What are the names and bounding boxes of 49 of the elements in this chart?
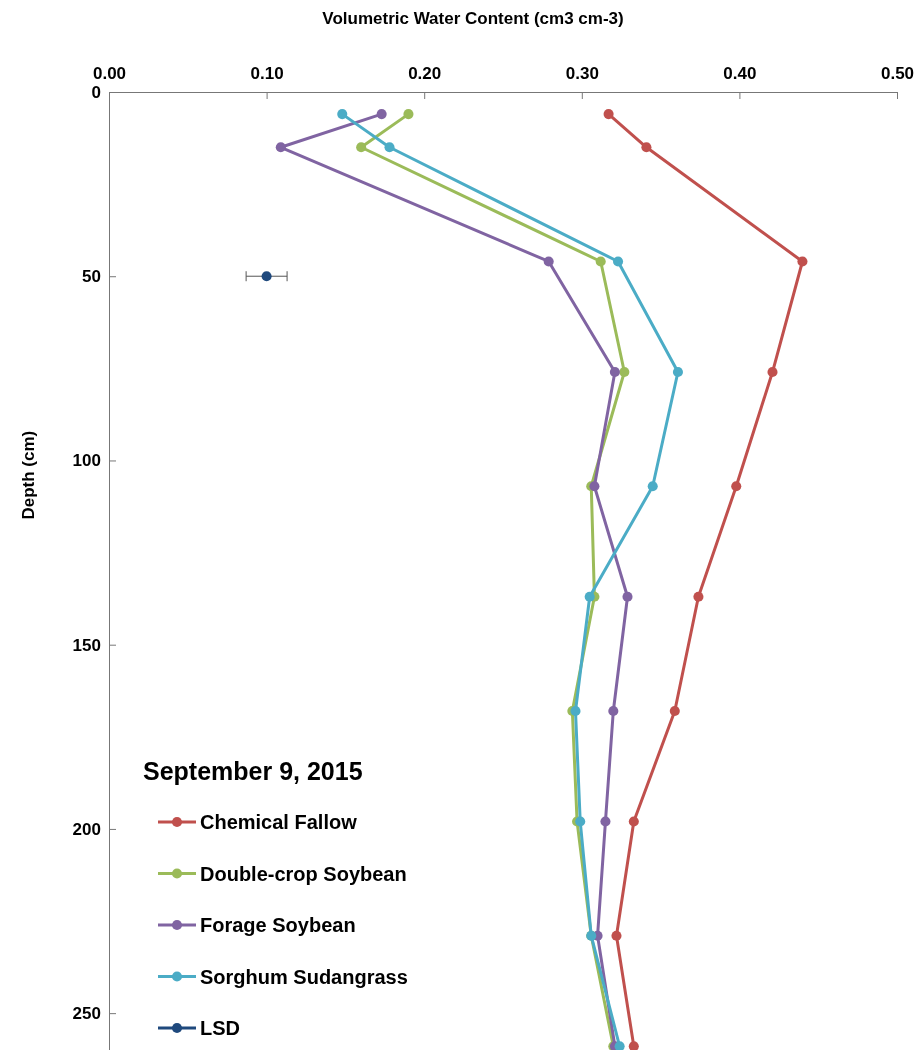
x-axis-title: Volumetric Water Content (cm3 cm-3): [322, 9, 624, 28]
point: [337, 109, 348, 120]
x-tick-label: 0.00: [92, 63, 127, 83]
y-axis-title: Depth (cm): [19, 430, 38, 520]
point: [693, 591, 704, 602]
point: [614, 1041, 625, 1050]
legend-label: Chemical Fallow: [200, 811, 358, 833]
point: [603, 109, 614, 120]
point: [669, 705, 680, 717]
y-tick-label: 150: [72, 635, 101, 655]
legend-title: September 9, 2015: [143, 757, 363, 785]
point: [797, 256, 808, 267]
point: [609, 366, 620, 378]
legend-label: Double-crop Soybean: [200, 862, 407, 885]
legend-label: Sorghum Sudangrass: [200, 965, 408, 988]
x-tick-label: 0.50: [880, 63, 915, 83]
point: [628, 816, 639, 827]
point: [641, 142, 652, 153]
point: [261, 271, 272, 282]
point: [731, 481, 742, 492]
point: [595, 256, 606, 267]
y-tick-label: 250: [72, 1004, 101, 1024]
point: [600, 816, 611, 827]
point: [376, 109, 387, 120]
y-tick-label: 100: [72, 451, 101, 471]
point: [584, 591, 595, 602]
point: [622, 591, 633, 602]
y-tick-label: 0: [91, 82, 101, 102]
x-tick-label: 0.40: [723, 63, 757, 83]
point: [608, 705, 619, 717]
y-tick-label: 50: [81, 267, 101, 287]
x-tick-label: 0.30: [565, 63, 599, 83]
point: [543, 256, 554, 267]
point: [275, 142, 286, 153]
point: [672, 366, 683, 378]
y-tick-label: 200: [72, 819, 101, 839]
point: [356, 142, 367, 153]
point: [384, 142, 395, 153]
point: [403, 109, 414, 120]
x-tick-label: 0.20: [408, 63, 442, 83]
legend-label: LSD: [200, 1017, 240, 1039]
point: [767, 366, 778, 378]
point: [613, 256, 624, 267]
point: [647, 481, 658, 492]
legend-label: Forage Soybean: [200, 914, 356, 936]
point: [611, 930, 622, 941]
point: [619, 366, 630, 378]
x-tick-label: 0.10: [250, 63, 284, 83]
point: [628, 1041, 639, 1050]
